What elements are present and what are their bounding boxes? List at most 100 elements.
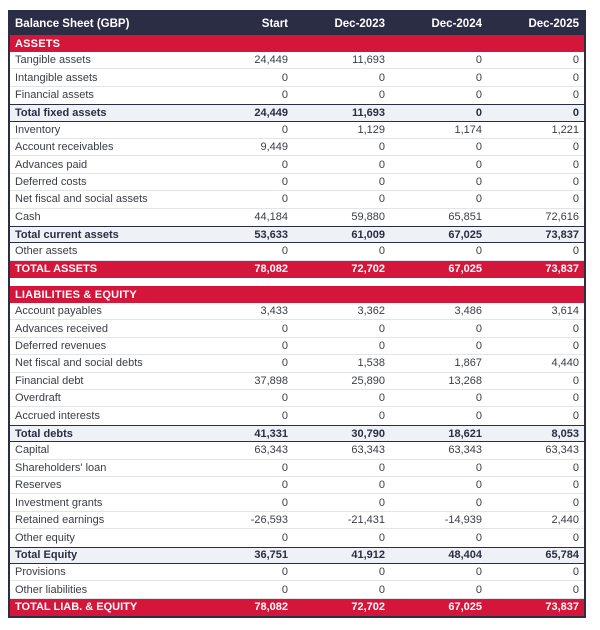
row-value: 0 — [281, 245, 288, 258]
row-label: Investment grants — [15, 496, 103, 509]
row-value: 0 — [281, 71, 288, 84]
row-label: Intangible assets — [15, 71, 98, 84]
row-value: 0 — [572, 322, 579, 335]
row-value: 0 — [475, 158, 482, 171]
row-label: TOTAL LIAB. & EQUITY — [15, 601, 138, 614]
table-row: Total current assets 53,633 61,009 67,02… — [10, 225, 584, 244]
row-value: 3,362 — [357, 305, 385, 318]
row-value: 0 — [378, 392, 385, 405]
row-value: 0 — [572, 410, 579, 423]
row-value: 0 — [572, 374, 579, 387]
row-value: 0 — [378, 141, 385, 154]
row-value: 78,082 — [254, 601, 288, 614]
row-value: -21,431 — [347, 513, 385, 526]
column-header-dec-2025: Dec-2025 — [528, 17, 579, 30]
table-row: Overdraft 0 0 0 0 — [10, 390, 584, 408]
row-value: 0 — [281, 566, 288, 579]
table-row: Deferred costs 0 0 0 0 — [10, 173, 584, 192]
table-row: Accrued interests 0 0 0 0 — [10, 407, 584, 425]
row-value: 0 — [572, 193, 579, 206]
section-header: LIABILITIES & EQUITY — [10, 286, 584, 304]
row-value: 0 — [378, 175, 385, 188]
row-value: 0 — [572, 531, 579, 544]
row-label: Other equity — [15, 531, 75, 544]
row-label: Total debts — [15, 427, 73, 440]
row-label: Inventory — [15, 123, 61, 136]
table-row: Account payables 3,433 3,362 3,486 3,614 — [10, 303, 584, 321]
row-value: 0 — [572, 566, 579, 579]
row-value: 37,898 — [254, 374, 288, 387]
table-row: Deferred revenues 0 0 0 0 — [10, 337, 584, 356]
row-value: 0 — [378, 531, 385, 544]
row-value: 0 — [572, 496, 579, 509]
section-gap — [10, 278, 584, 287]
row-value: 0 — [281, 193, 288, 206]
row-value: 36,751 — [254, 549, 288, 562]
table-row: Other assets 0 0 0 0 — [10, 243, 584, 261]
section-header: ASSETS — [10, 35, 584, 52]
row-value: 0 — [475, 392, 482, 405]
table-row: Capital 63,343 63,343 63,343 63,343 — [10, 442, 584, 460]
row-value: 0 — [475, 566, 482, 579]
row-value: 0 — [281, 410, 288, 423]
table-header-row: Balance Sheet (GBP) Start Dec-2023 Dec-2… — [10, 12, 584, 35]
row-value: 0 — [281, 479, 288, 492]
balance-sheet-table: Balance Sheet (GBP) Start Dec-2023 Dec-2… — [8, 10, 586, 619]
row-label: TOTAL ASSETS — [15, 263, 98, 276]
row-value: 0 — [475, 71, 482, 84]
row-label: Retained earnings — [15, 513, 105, 526]
row-value: 72,702 — [351, 601, 385, 614]
row-label: Deferred revenues — [15, 340, 107, 353]
row-value: 0 — [475, 245, 482, 258]
row-value: 0 — [378, 496, 385, 509]
table-row: Account receivables 9,449 0 0 0 — [10, 138, 584, 157]
row-value: 0 — [378, 193, 385, 206]
row-value: 0 — [378, 479, 385, 492]
column-header-dec-2024: Dec-2024 — [431, 17, 482, 30]
row-label: Reserves — [15, 479, 62, 492]
row-value: 53,633 — [254, 228, 288, 241]
table-title: Balance Sheet (GBP) — [15, 17, 130, 30]
row-value: 1,538 — [357, 357, 385, 370]
row-value: -26,593 — [250, 513, 288, 526]
row-value: 0 — [281, 123, 288, 136]
table-row: Advances received 0 0 0 0 — [10, 320, 584, 338]
table-row: TOTAL LIAB. & EQUITY 78,082 72,702 67,02… — [10, 598, 584, 617]
row-value: 72,616 — [545, 211, 579, 224]
row-value: 0 — [378, 340, 385, 353]
row-value: 0 — [572, 175, 579, 188]
row-value: 67,025 — [448, 601, 482, 614]
row-value: 0 — [378, 566, 385, 579]
row-value: 41,912 — [351, 549, 385, 562]
table-row: Financial debt 37,898 25,890 13,268 0 — [10, 372, 584, 391]
row-value: 0 — [281, 175, 288, 188]
row-value: 65,784 — [545, 549, 579, 562]
row-value: 1,867 — [454, 357, 482, 370]
table-row: Other liabilities 0 0 0 0 — [10, 581, 584, 599]
table-row: Net fiscal and social debts 0 1,538 1,86… — [10, 355, 584, 373]
row-value: 0 — [281, 158, 288, 171]
table-row: Net fiscal and social assets 0 0 0 0 — [10, 191, 584, 209]
row-label: Net fiscal and social debts — [15, 357, 143, 370]
row-value: 0 — [572, 392, 579, 405]
row-label: Net fiscal and social assets — [15, 193, 148, 206]
row-label: Provisions — [15, 566, 66, 579]
table-row: Investment grants 0 0 0 0 — [10, 494, 584, 512]
row-value: 0 — [475, 54, 482, 67]
table-row: Financial assets 0 0 0 0 — [10, 86, 584, 105]
row-label: Shareholders' loan — [15, 461, 107, 474]
table-row: Provisions 0 0 0 0 — [10, 563, 584, 582]
row-value: 4,440 — [551, 357, 579, 370]
row-label: Cash — [15, 211, 41, 224]
row-label: Advances received — [15, 322, 108, 335]
table-row: Shareholders' loan 0 0 0 0 — [10, 459, 584, 477]
table-row: Tangible assets 24,449 11,693 0 0 — [10, 52, 584, 70]
column-header-dec-2023: Dec-2023 — [334, 17, 385, 30]
row-value: 0 — [475, 141, 482, 154]
row-value: 0 — [572, 245, 579, 258]
row-value: 73,837 — [545, 601, 579, 614]
row-value: 0 — [281, 392, 288, 405]
row-value: 0 — [281, 531, 288, 544]
table-row: Advances paid 0 0 0 0 — [10, 156, 584, 174]
row-value: 24,449 — [254, 54, 288, 67]
